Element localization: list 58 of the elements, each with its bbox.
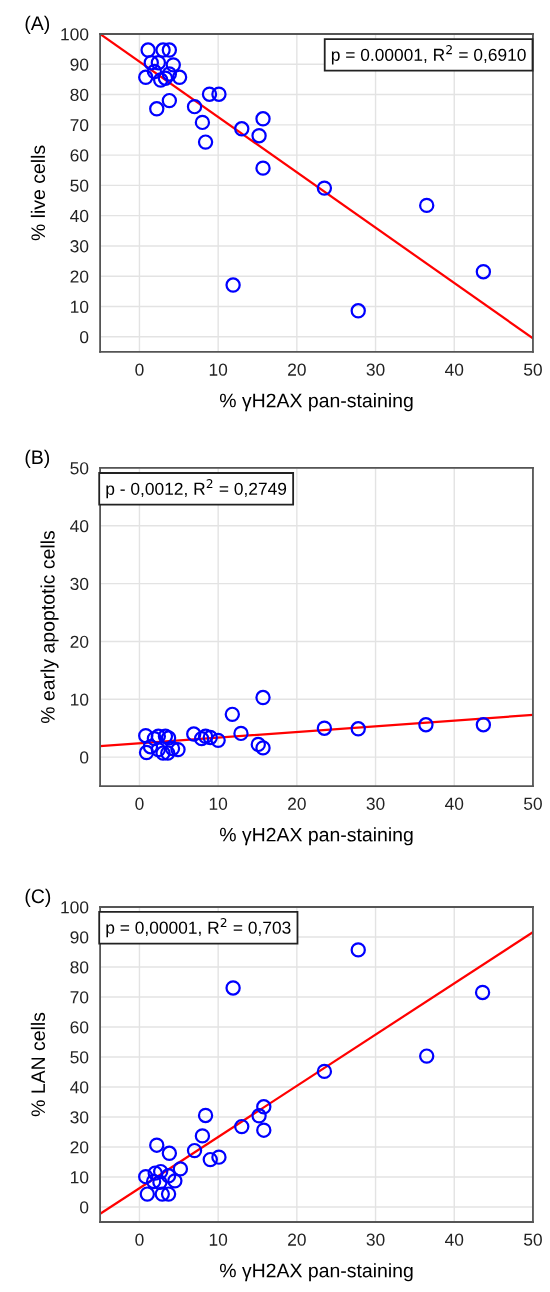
x-tick-label: 20 [288, 363, 306, 376]
y-tick-label: 60 [70, 149, 89, 162]
y-tick-label: 100 [61, 901, 89, 914]
annotation: p = 0,00001, R$^{2}$ = 0,703 [106, 918, 291, 938]
x-tick-label: 40 [444, 363, 464, 376]
y-tick-label: 80 [70, 961, 89, 974]
y-axis-title: % early apoptotic cells [40, 530, 59, 724]
y-tick-label: 10 [71, 693, 89, 706]
y-tick-label: 30 [70, 1111, 89, 1124]
y-tick-label: 50 [70, 179, 89, 192]
x-tick-label: 10 [209, 1233, 228, 1246]
y-tick-label: 40 [70, 1081, 89, 1094]
y-tick-label: 90 [70, 931, 89, 944]
x-tick-label: 10 [209, 363, 228, 376]
x-tick-label: 10 [209, 797, 228, 810]
y-tick-label: 70 [70, 118, 89, 132]
x-tick-label: 40 [444, 797, 464, 810]
x-tick-label: 20 [288, 1233, 306, 1246]
y-tick-label: 90 [70, 58, 89, 71]
y-tick-label: 60 [70, 1021, 89, 1034]
x-tick-label: 50 [523, 797, 542, 810]
y-tick-label: 40 [70, 519, 89, 533]
y-tick-label: 80 [70, 88, 89, 102]
y-tick-label: 20 [70, 635, 89, 648]
y-axis-title: % LAN cells [30, 1012, 46, 1117]
x-tick-label: 0 [135, 797, 144, 810]
y-axis-title: % live cells [30, 145, 46, 241]
y-tick-label: 30 [70, 240, 89, 253]
x-axis-title: % γH2AX pan-staining [219, 1263, 413, 1282]
x-tick-label: 50 [523, 1233, 542, 1246]
x-tick-label: 40 [444, 1233, 464, 1246]
x-tick-label: 30 [366, 363, 385, 376]
text: (B) [25, 449, 50, 468]
x-tick-label: 0 [135, 1233, 144, 1246]
annotation: p - 0,0012, R$^{2}$ = 0,2749 [106, 479, 287, 499]
y-tick-label: 20 [70, 270, 89, 283]
y-tick-label: 10 [71, 1171, 89, 1184]
x-axis-title: % γH2AX pan-staining [219, 827, 413, 846]
text: (C) [25, 888, 51, 907]
y-tick-label: 70 [70, 991, 89, 1004]
y-tick-label: 100 [61, 28, 89, 41]
x-tick-label: 0 [135, 363, 144, 376]
x-tick-label: 20 [288, 797, 306, 810]
text: (A) [25, 15, 50, 34]
y-tick-label: 0 [80, 1201, 89, 1214]
y-tick-label: 20 [70, 1141, 89, 1154]
annotation: p = 0.00001, R$^{2}$ = 0,6910 [331, 45, 526, 65]
y-tick-label: 50 [70, 1051, 89, 1064]
x-axis-title: % γH2AX pan-staining [219, 393, 413, 412]
y-tick-label: 10 [71, 300, 89, 313]
y-tick-label: 30 [70, 577, 89, 591]
x-tick-label: 50 [523, 363, 542, 376]
x-tick-label: 30 [366, 797, 385, 810]
y-tick-label: 40 [70, 209, 89, 223]
y-tick-label: 0 [80, 751, 89, 764]
y-tick-label: 0 [80, 330, 89, 344]
x-tick-label: 30 [366, 1233, 385, 1246]
y-tick-label: 50 [70, 462, 89, 475]
